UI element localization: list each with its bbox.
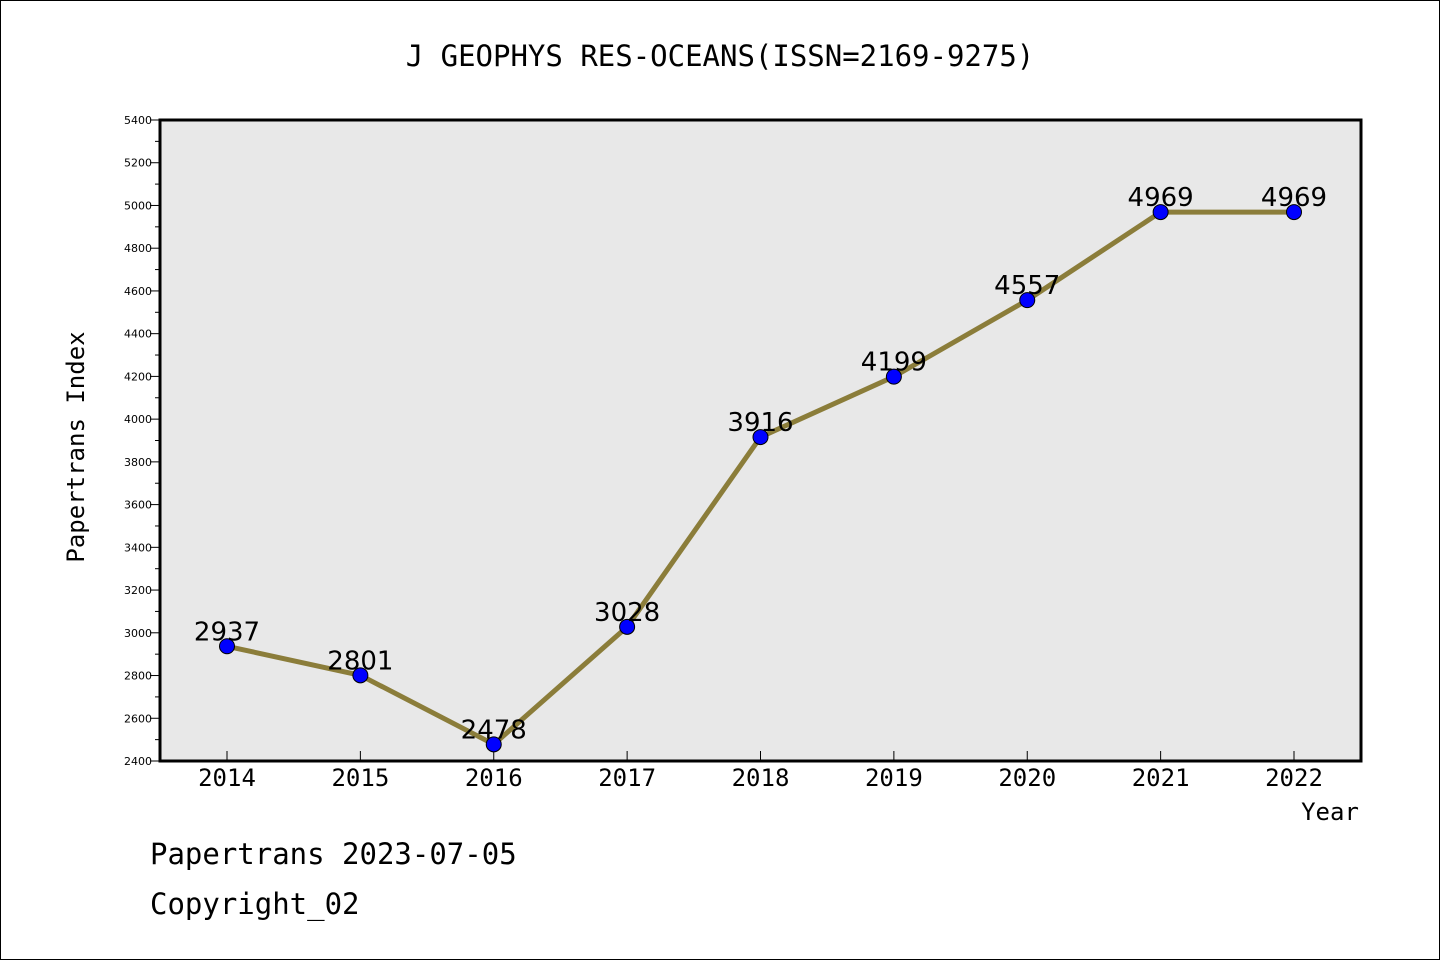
y-tick-label: 4400: [124, 328, 152, 341]
y-tick-label: 5000: [124, 199, 152, 212]
x-tick-label: 2022: [1265, 764, 1323, 792]
y-tick-label: 2600: [124, 712, 152, 725]
y-axis-label: Papertrans Index: [62, 331, 90, 562]
data-point: [1286, 204, 1302, 221]
y-tick-label: 4200: [124, 370, 152, 383]
y-tick-label: 4600: [124, 285, 152, 298]
y-tick-label: 2800: [124, 670, 152, 683]
data-point: [1152, 204, 1169, 221]
y-tick-label: 3400: [124, 541, 152, 554]
plot-border: [158, 118, 1363, 763]
x-axis: 2014 2015 2016 2017 2018 2019 2020 2021 2022: [198, 751, 1323, 792]
x-tick-label: 2015: [331, 764, 389, 792]
data-label: 3028: [594, 598, 660, 628]
y-tick-label: 3200: [124, 584, 152, 597]
data-label: 2478: [461, 715, 527, 745]
y-tick-label: 3600: [124, 499, 152, 512]
x-tick-label: 2016: [465, 764, 523, 792]
x-tick-label: 2020: [998, 764, 1056, 792]
data-point: [219, 638, 235, 655]
data-point: [352, 667, 369, 684]
data-labels: 2937 2801 2478 3028 3916 4199 4557 4969 4969: [194, 183, 1327, 745]
x-axis-label: Year: [1301, 798, 1359, 826]
data-label: 4557: [994, 271, 1060, 301]
data-points: [219, 204, 1302, 753]
data-point: [1019, 292, 1036, 309]
y-tick-label: 3800: [124, 456, 152, 469]
data-label: 4199: [861, 348, 927, 378]
chart-title: J GEOPHYS RES-OCEANS(ISSN=2169-9275): [406, 39, 1035, 73]
y-tick-label: 3000: [124, 627, 152, 640]
data-label: 3916: [727, 408, 793, 438]
data-point: [885, 368, 902, 385]
data-label: 4969: [1261, 183, 1327, 213]
data-point: [485, 736, 502, 753]
x-tick-label: 2019: [865, 764, 923, 792]
x-tick-label: 2017: [598, 764, 656, 792]
data-label: 2937: [194, 617, 260, 647]
x-tick-label: 2021: [1132, 764, 1190, 792]
y-tick-label: 4800: [124, 242, 152, 255]
y-tick-label: 4000: [124, 413, 152, 426]
y-tick-label: 5400: [124, 114, 152, 127]
footer-date: Papertrans 2023-07-05: [150, 837, 517, 871]
footer-copyright: Copyright_02: [150, 887, 360, 922]
data-label: 4969: [1128, 183, 1194, 213]
x-tick-label: 2014: [198, 764, 256, 792]
data-point: [619, 618, 636, 635]
y-tick-label: 2400: [124, 755, 152, 768]
data-label: 2801: [327, 646, 393, 676]
y-axis: 2400 2600 2800 3000 3200 3400 3600 3800 4000 4200…: [124, 114, 160, 768]
data-point: [752, 429, 769, 446]
y-tick-label: 5200: [124, 157, 152, 170]
x-tick-label: 2018: [732, 764, 790, 792]
